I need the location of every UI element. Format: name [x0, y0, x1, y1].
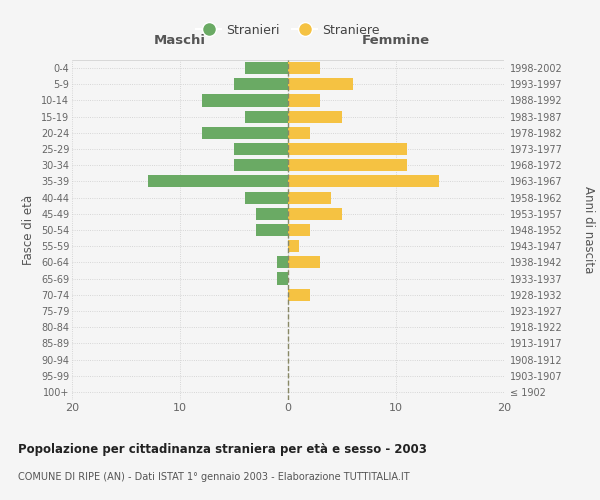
Bar — [202, 94, 288, 106]
Bar — [288, 159, 407, 172]
Bar — [288, 127, 310, 139]
Bar — [277, 256, 288, 268]
Legend: Stranieri, Straniere: Stranieri, Straniere — [191, 18, 385, 42]
Bar — [148, 176, 288, 188]
Bar — [245, 192, 288, 203]
Text: Femmine: Femmine — [362, 34, 430, 47]
Bar — [288, 176, 439, 188]
Text: Maschi: Maschi — [154, 34, 206, 47]
Bar — [288, 143, 407, 155]
Bar — [234, 143, 288, 155]
Bar — [288, 192, 331, 203]
Text: COMUNE DI RIPE (AN) - Dati ISTAT 1° gennaio 2003 - Elaborazione TUTTITALIA.IT: COMUNE DI RIPE (AN) - Dati ISTAT 1° genn… — [18, 472, 410, 482]
Bar — [288, 62, 320, 74]
Bar — [202, 127, 288, 139]
Bar — [256, 208, 288, 220]
Bar — [277, 272, 288, 284]
Bar — [288, 110, 342, 122]
Bar — [245, 110, 288, 122]
Bar — [288, 256, 320, 268]
Text: Popolazione per cittadinanza straniera per età e sesso - 2003: Popolazione per cittadinanza straniera p… — [18, 442, 427, 456]
Y-axis label: Fasce di età: Fasce di età — [22, 195, 35, 265]
Bar — [234, 159, 288, 172]
Bar — [234, 78, 288, 90]
Bar — [256, 224, 288, 236]
Bar — [288, 288, 310, 301]
Bar — [245, 62, 288, 74]
Bar — [288, 208, 342, 220]
Bar — [288, 224, 310, 236]
Bar — [288, 94, 320, 106]
Y-axis label: Anni di nascita: Anni di nascita — [582, 186, 595, 274]
Bar — [288, 240, 299, 252]
Bar — [288, 78, 353, 90]
